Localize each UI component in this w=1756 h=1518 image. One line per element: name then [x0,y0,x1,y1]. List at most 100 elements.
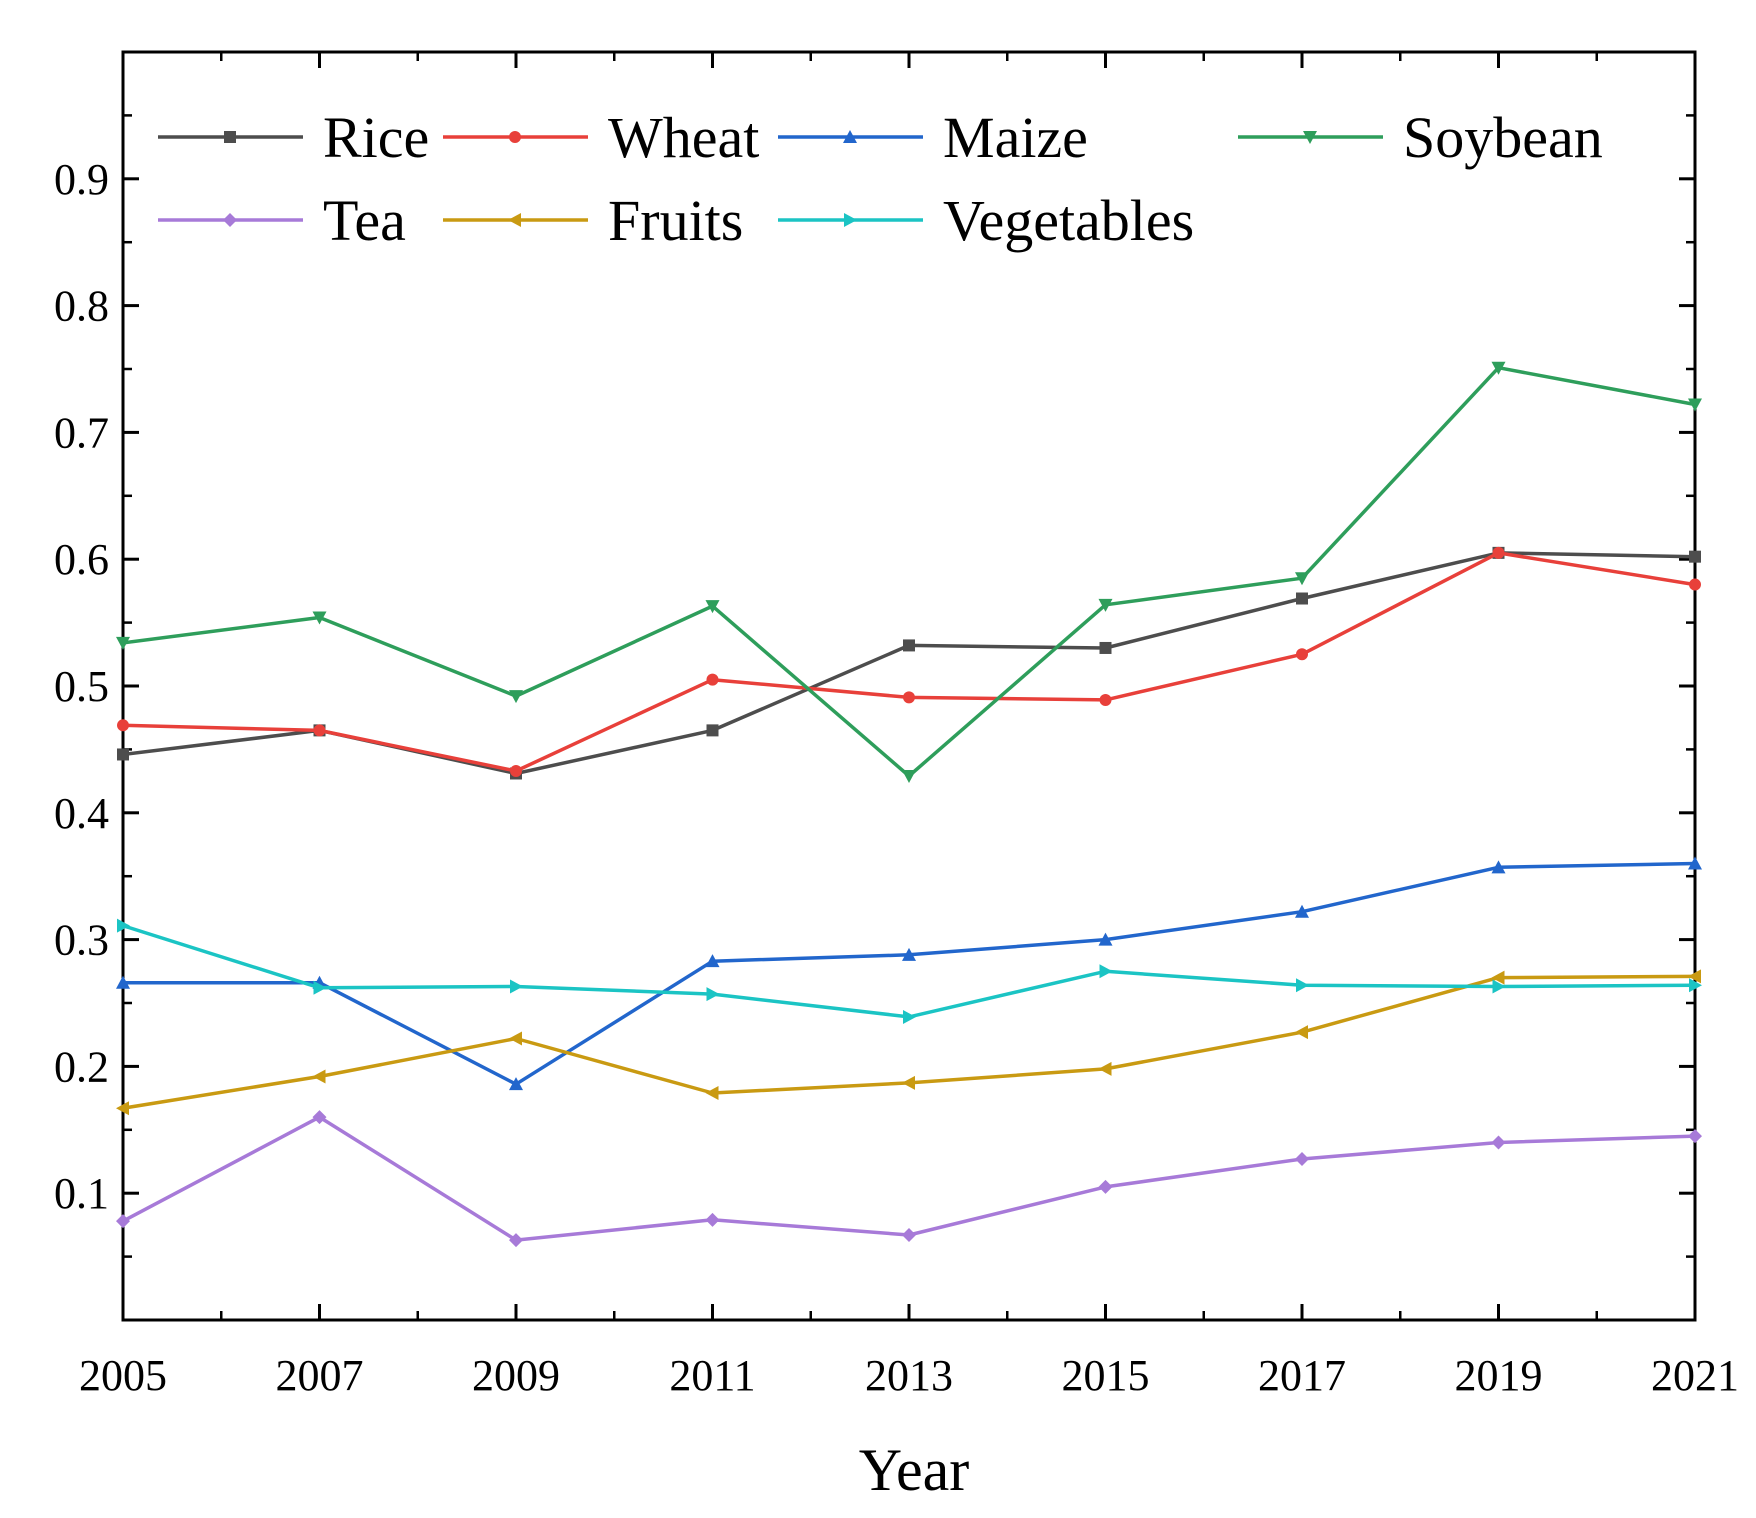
data-point-soybean [705,600,720,614]
data-point-soybean [1688,398,1702,412]
x-tick-label: 2019 [1455,1351,1543,1400]
y-tick-label: 0.6 [54,535,109,584]
data-point-maize [116,975,130,989]
data-point-rice [1099,641,1112,654]
legend-item-maize: Maize [778,105,1088,170]
data-point-soybean [902,770,916,784]
legend-item-rice: Rice [158,105,429,170]
series-fruits [116,969,1701,1116]
data-point-tea [1295,1151,1309,1166]
data-point-fruits [116,1101,129,1116]
data-point-rice [1689,550,1701,563]
legend-item-soybean: Soybean [1238,105,1603,170]
data-point-fruits [1688,969,1701,984]
data-point-soybean [1295,572,1309,586]
data-point-soybean [1491,361,1506,375]
data-point-fruits [509,1031,522,1046]
legend-label: Fruits [608,188,743,253]
data-point-vegetables [1296,978,1309,993]
data-point-wheat [1689,578,1701,591]
y-tick-label: 0.4 [54,789,109,838]
legend-label: Tea [323,188,406,253]
data-point-wheat [1296,648,1308,661]
series-maize [116,856,1702,1091]
data-point-vegetables [1492,979,1506,994]
series-line-fruits [122,974,1696,1110]
legend-item-tea: Tea [158,188,406,253]
legend-label: Soybean [1403,105,1603,170]
data-point-wheat [706,673,719,686]
data-point-wheat [903,691,915,704]
data-point-fruits [902,1075,915,1090]
legend-marker [223,213,237,227]
data-point-maize [509,1077,523,1091]
data-point-wheat [1492,546,1505,559]
data-point-fruits [1098,1061,1112,1076]
data-point-soybean [116,636,130,650]
data-point-vegetables [903,1009,916,1024]
legend-marker [1303,131,1317,144]
y-tick-label: 0.5 [54,662,109,711]
y-tick-label: 0.9 [54,155,109,204]
series-soybean [116,361,1702,784]
data-point-fruits [1491,970,1505,985]
data-point-wheat [510,764,522,777]
data-point-tea [509,1233,523,1248]
data-point-tea [1098,1179,1113,1194]
data-point-tea [116,1214,130,1229]
series-vegetables [117,918,1702,1024]
series-line-tea [122,1115,1696,1242]
y-tick-label: 0.1 [54,1169,109,1218]
data-point-rice [117,748,129,761]
data-point-tea [902,1228,916,1243]
y-tick-label: 0.3 [54,916,109,965]
data-point-tea [1688,1129,1702,1144]
series-line-rice [122,551,1696,776]
data-point-maize [1098,932,1113,946]
data-point-maize [705,954,720,968]
y-tick-label: 0.2 [54,1042,109,1091]
legend-marker [224,131,236,143]
x-tick-label: 2013 [865,1351,953,1400]
legend-label: Wheat [608,105,759,170]
series-layer [116,361,1702,1248]
legend-item-wheat: Wheat [443,105,759,170]
series-line-maize [123,861,1696,1086]
legend-marker [844,213,857,227]
series-line-wheat [122,551,1696,773]
data-point-rice [903,639,915,652]
x-tick-label: 2015 [1062,1351,1150,1400]
legend-label: Rice [323,105,429,170]
legend-label: Vegetables [943,188,1194,253]
data-point-tea [312,1110,327,1125]
legend-item-vegetables: Vegetables [778,188,1194,253]
legend-item-fruits: Fruits [443,188,743,253]
data-point-vegetables [313,980,327,995]
x-tick-label: 2021 [1651,1351,1739,1400]
x-tick-label: 2009 [472,1351,560,1400]
axis-labels: 0.1 0.2 0.3 0.4 0.5 0.6 0.7 0.8 0.9 2005 2007 2009 2… [54,155,1739,1503]
data-point-vegetables [1689,978,1702,993]
data-point-wheat [117,719,129,732]
x-tick-label: 2005 [79,1351,167,1400]
data-point-tea [1491,1135,1506,1150]
series-rice [117,546,1701,780]
x-tick-label: 2007 [276,1351,364,1400]
data-point-wheat [1099,693,1112,706]
legend: Rice Wheat Maize Soybean Tea Fruits Vegetables [158,105,1603,253]
data-point-fruits [705,1086,719,1101]
data-point-maize [1491,860,1506,874]
data-point-vegetables [1099,964,1113,979]
y-tick-label: 0.7 [54,408,109,457]
data-point-soybean [312,611,327,625]
x-tick-label: 2017 [1258,1351,1346,1400]
data-point-wheat [313,724,326,737]
legend-marker [509,131,521,143]
series-tea [116,1110,1702,1248]
legend-label: Maize [943,105,1088,170]
data-point-fruits [312,1069,326,1084]
data-point-fruits [1295,1025,1308,1040]
data-point-rice [706,724,719,737]
